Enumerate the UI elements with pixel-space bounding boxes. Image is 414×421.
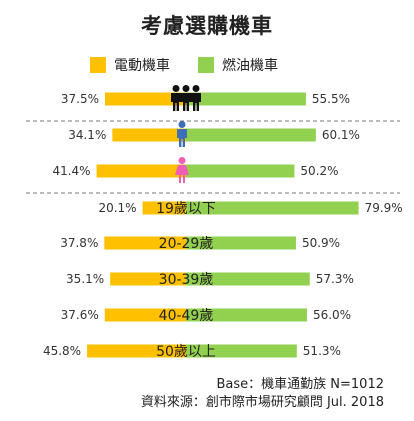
value-label-fuel: 55.5% <box>312 92 350 106</box>
value-label-electric: 20.1% <box>98 201 136 215</box>
bar-fuel <box>186 236 296 250</box>
value-label-electric: 37.5% <box>61 92 99 106</box>
value-label-electric: 41.4% <box>52 164 90 178</box>
bar-fuel <box>186 92 306 106</box>
value-label-fuel: 56.0% <box>313 308 351 322</box>
value-label-electric: 45.8% <box>43 344 81 358</box>
bar-fuel <box>186 272 310 286</box>
female-icon <box>175 157 189 183</box>
value-label-fuel: 51.3% <box>303 344 341 358</box>
category-label: 20-29歲 <box>159 236 214 252</box>
bar-fuel <box>186 164 295 178</box>
value-label-fuel: 79.9% <box>365 201 403 215</box>
bar-fuel <box>186 128 316 142</box>
chart-footer: Base：機車通勤族 N=1012 資料來源：創市際市場研究顧問 Jul. 20… <box>141 376 384 412</box>
bar-electric <box>104 236 186 250</box>
bar-electric <box>87 344 186 358</box>
legend-label-fuel: 燃油機車 <box>222 58 278 74</box>
value-label-fuel: 60.1% <box>322 128 360 142</box>
bar-electric <box>112 128 186 142</box>
bar-fuel <box>186 308 307 322</box>
value-label-electric: 37.8% <box>60 236 98 250</box>
legend-label-electric: 電動機車 <box>114 58 170 74</box>
legend-swatch-electric <box>90 57 106 73</box>
legend-item-electric: 電動機車 <box>90 56 170 74</box>
base-note: Base：機車通勤族 N=1012 <box>216 377 385 392</box>
source-note: 資料來源：創市際市場研究顧問 Jul. 2018 <box>140 395 384 410</box>
bar-electric <box>104 308 186 322</box>
value-label-electric: 35.1% <box>66 272 104 286</box>
legend-swatch-fuel <box>198 57 214 73</box>
category-label: 50歲以上 <box>156 344 216 360</box>
male-icon <box>177 121 187 147</box>
bar-electric <box>105 92 186 106</box>
bar-electric <box>96 164 186 178</box>
chart-title: 考慮選購機車 <box>141 14 273 38</box>
legend-item-fuel: 燃油機車 <box>198 56 278 74</box>
value-label-fuel: 50.2% <box>300 164 338 178</box>
bar-electric <box>142 201 186 215</box>
value-label-fuel: 50.9% <box>302 236 340 250</box>
value-label-electric: 37.6% <box>61 308 99 322</box>
category-label: 19歲以下 <box>156 201 216 217</box>
bar-fuel <box>186 344 297 358</box>
bar-fuel <box>186 201 359 215</box>
people-group-icon <box>171 85 201 111</box>
value-label-electric: 34.1% <box>68 128 106 142</box>
category-label: 30-39歲 <box>159 272 214 288</box>
bar-electric <box>110 272 186 286</box>
value-label-fuel: 57.3% <box>316 272 354 286</box>
category-label: 40-49歲 <box>159 308 214 324</box>
